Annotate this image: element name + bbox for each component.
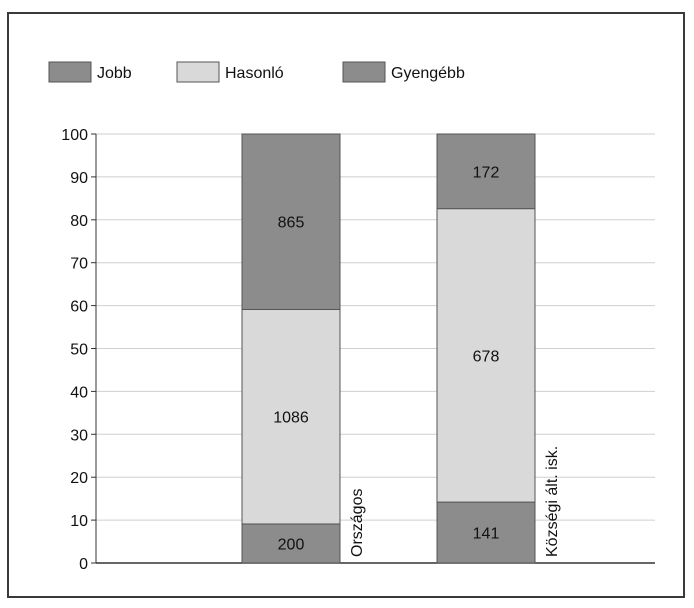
y-tick-label: 0 bbox=[79, 556, 88, 573]
data-label: 865 bbox=[278, 215, 305, 232]
data-label: 141 bbox=[473, 526, 500, 543]
y-tick-label: 30 bbox=[70, 427, 88, 444]
category-label: Községi ált. isk. bbox=[544, 446, 561, 557]
legend-swatch bbox=[176, 61, 220, 83]
data-label: 172 bbox=[473, 164, 500, 181]
category-label: Országos bbox=[349, 489, 366, 557]
y-tick-label: 100 bbox=[61, 127, 88, 144]
data-label: 1086 bbox=[273, 410, 309, 427]
data-label: 200 bbox=[278, 536, 305, 553]
legend-label: Jobb bbox=[97, 65, 132, 82]
y-tick-label: 90 bbox=[70, 170, 88, 187]
axes: 0 10 20 30 40 50 60 70 80 90 100 bbox=[61, 127, 655, 573]
bar-segment-jobb bbox=[436, 133, 536, 210]
legend-label: Gyengébb bbox=[391, 65, 465, 82]
gridlines bbox=[96, 133, 655, 521]
bar-segment-gyengébb bbox=[241, 523, 341, 564]
y-tick-label: 10 bbox=[70, 513, 88, 530]
chart-frame bbox=[7, 12, 685, 598]
y-tick-label: 80 bbox=[70, 213, 88, 230]
bar-segment-hasonló bbox=[241, 308, 341, 525]
data-label: 678 bbox=[473, 348, 500, 365]
y-tick-label: 50 bbox=[70, 342, 88, 359]
legend-swatch bbox=[342, 61, 386, 83]
legend-label: Hasonló bbox=[225, 65, 284, 82]
legend-swatch bbox=[48, 61, 92, 83]
y-tick-label: 70 bbox=[70, 256, 88, 273]
y-tick-label: 40 bbox=[70, 384, 88, 401]
bar-segment-gyengébb bbox=[436, 501, 536, 564]
labels: 200 1086 865 Országos 141 678 172 Községi ált. … bbox=[273, 164, 561, 557]
y-tick-label: 20 bbox=[70, 470, 88, 487]
bars bbox=[241, 133, 536, 564]
bar-segment-jobb bbox=[241, 133, 341, 310]
bar-segment-hasonló bbox=[436, 208, 536, 503]
y-tick-label: 60 bbox=[70, 299, 88, 316]
legend: Jobb Hasonló Gyengébb bbox=[48, 61, 465, 83]
